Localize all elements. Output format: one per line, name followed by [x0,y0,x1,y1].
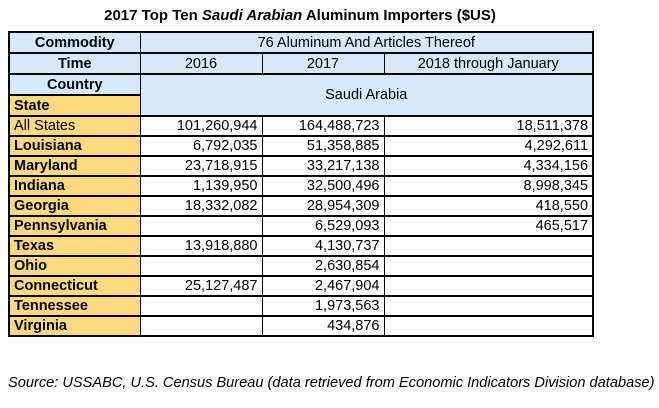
time-row: Time 2016 2017 2018 through January [8,52,594,75]
source-note: Source: USSABC, U.S. Census Bureau (data… [8,375,655,391]
table-row: Ohio 2,630,854 [8,255,594,277]
table-row: Virginia 434,876 [8,315,594,337]
table-row: Pennsylvania 6,529,093 465,517 [8,215,594,237]
value-2018 [383,255,594,277]
value-2016 [139,295,263,317]
page-title: 2017 Top Ten Saudi Arabian Aluminum Impo… [8,7,592,24]
title-emphasis: Saudi Arabian [201,7,303,24]
value-2017: 1,973,563 [261,295,385,317]
table-row: Connecticut 25,127,487 2,467,904 [8,275,594,297]
value-2017: 6,529,093 [261,215,385,237]
state-label: Virginia [8,315,141,337]
value-2018: 465,517 [383,215,594,237]
value-2017: 33,217,138 [261,155,385,177]
table-row: Georgia 18,332,082 28,954,309 418,550 [8,195,594,217]
value-2017: 51,358,885 [261,135,385,157]
state-label: Louisiana [8,135,141,157]
table-row: Texas 13,918,880 4,130,737 [8,235,594,257]
title-prefix: 2017 Top Ten [104,7,202,24]
value-2016: 18,332,082 [139,195,263,217]
commodity-header: Commodity [8,31,141,54]
value-2017: 4,130,737 [261,235,385,257]
value-2018: 4,292,611 [383,135,594,157]
state-label: Connecticut [8,275,141,297]
commodity-value: 76 Aluminum And Articles Thereof [139,31,594,54]
value-2016: 101,260,944 [139,115,263,137]
value-2016: 6,792,035 [139,135,263,157]
state-label: Indiana [8,175,141,197]
value-2016 [139,315,263,337]
time-2016: 2016 [139,52,263,75]
state-label: Maryland [8,155,141,177]
state-label: Georgia [8,195,141,217]
state-label: All States [8,115,141,137]
value-2016: 1,139,950 [139,175,263,197]
time-header: Time [8,52,141,75]
table-row: All States 101,260,944 164,488,723 18,511,3… [8,115,594,137]
value-2017: 434,876 [261,315,385,337]
value-2016 [139,255,263,277]
value-2017: 164,488,723 [261,115,385,137]
value-2016: 23,718,915 [139,155,263,177]
value-2018 [383,275,594,297]
title-suffix: Aluminum Importers ($US) [302,7,496,24]
value-2018: 4,334,156 [383,155,594,177]
value-2016 [139,215,263,237]
value-2018 [383,315,594,337]
country-row: Country Saudi Arabia [8,73,594,117]
state-header-row: State [8,94,593,117]
state-label: Pennsylvania [8,215,141,237]
country-value-saudi-arabia: Saudi Arabia [139,73,594,117]
time-2017: 2017 [261,52,385,75]
state-label: Tennessee [8,295,141,317]
state-label: Texas [8,235,141,257]
value-2018 [383,235,594,257]
value-2016: 13,918,880 [139,235,263,257]
value-2018: 8,998,345 [383,175,594,197]
importers-table: Commodity 76 Aluminum And Articles There… [8,31,595,337]
value-2017: 32,500,496 [261,175,385,197]
value-2017: 2,467,904 [261,275,385,297]
value-2018 [383,295,594,317]
country-header: Country [8,73,141,96]
value-2018: 18,511,378 [383,115,594,137]
value-2016: 25,127,487 [139,275,263,297]
table-row: Louisiana 6,792,035 51,358,885 4,292,611 [8,135,594,157]
value-2018: 418,550 [383,195,594,217]
value-2017: 2,630,854 [261,255,385,277]
time-2018: 2018 through January [383,52,594,75]
state-label: Ohio [8,255,141,277]
commodity-row: Commodity 76 Aluminum And Articles There… [8,31,594,54]
table-row: Maryland 23,718,915 33,217,138 4,334,156 [8,155,594,177]
table-row: Tennessee 1,973,563 [8,295,594,317]
table-body: All States 101,260,944 164,488,723 18,511,3… [8,115,594,337]
value-2017: 28,954,309 [261,195,385,217]
table-row: Indiana 1,139,950 32,500,496 8,998,345 [8,175,594,197]
state-header: State [8,94,141,117]
